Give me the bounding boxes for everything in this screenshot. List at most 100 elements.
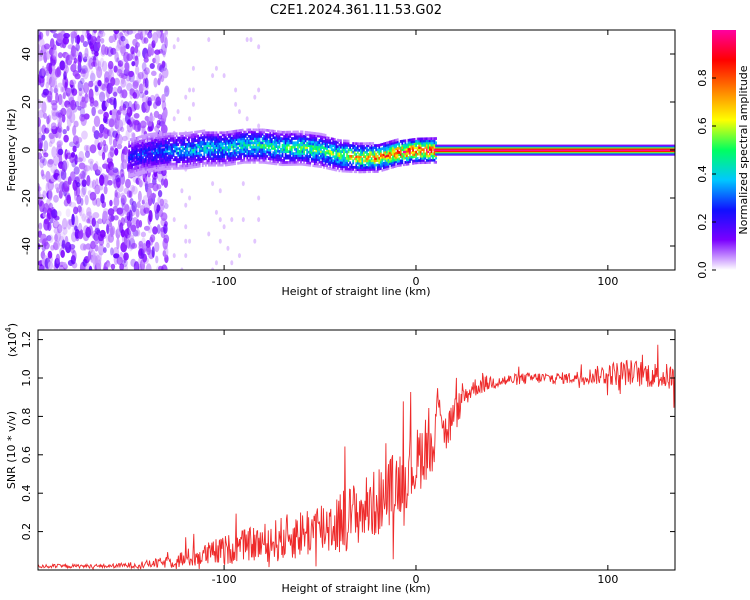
spectrogram-signal-cell: [386, 141, 388, 145]
spectrogram-signal-cell: [214, 153, 216, 156]
spectrogram-signal-cell: [181, 162, 184, 166]
spectrogram-noise-cell: [172, 217, 176, 223]
spectrogram-signal-cell: [264, 154, 267, 158]
spectrogram-signal-cell: [364, 168, 367, 171]
spectrogram-signal-cell: [258, 130, 261, 134]
spectrogram-signal-cell: [137, 164, 140, 167]
spectrogram-signal-cell: [207, 142, 210, 145]
spectrogram-signal-cell: [396, 157, 399, 161]
spectrogram-signal-cell: [252, 158, 255, 162]
spectrogram-signal-cell: [355, 159, 358, 163]
spectrogram-signal-cell: [166, 156, 169, 160]
spectrogram-signal-cell: [284, 133, 287, 136]
spectrogram-signal-cell: [286, 163, 289, 166]
spectrogram-signal-cell: [363, 163, 365, 167]
spectrogram-signal-cell: [381, 168, 384, 172]
spectrogram-signal-cell: [320, 135, 322, 138]
spectrogram-signal-cell: [137, 140, 140, 144]
spectrogram-signal-cell: [277, 158, 279, 162]
spectrogram-signal-cell: [168, 160, 170, 164]
spectrogram-signal-cell: [138, 148, 141, 152]
spectrogram-signal-cell: [392, 152, 394, 156]
spectrogram-signal-cell: [163, 141, 166, 145]
spectrogram-signal-cell: [382, 166, 385, 170]
spectrogram-signal-cell: [165, 152, 167, 156]
spectrogram-noise-cell: [63, 134, 69, 143]
spectrogram-signal-cell: [316, 134, 319, 138]
spectrogram-noise-cell: [80, 70, 86, 78]
spectrogram-signal-cell: [358, 159, 361, 163]
spectrogram-signal-cell: [393, 163, 396, 166]
spectrogram-signal-cell: [273, 151, 276, 155]
spectrogram-noise-cell: [128, 190, 133, 199]
spectrogram-signal-cell: [175, 141, 178, 144]
spectrogram-signal-cell: [129, 164, 132, 167]
spectrogram-signal-cell: [312, 138, 315, 142]
spectrogram-signal-cell: [198, 143, 201, 146]
spectrogram-noise-cell: [43, 112, 48, 119]
spectrogram-signal-cell: [369, 142, 371, 145]
spectrogram-signal-cell: [145, 164, 147, 167]
spectrogram-signal-cell: [352, 155, 355, 158]
spectrogram-signal-cell: [149, 148, 152, 151]
spectrogram-noise-cell: [65, 208, 71, 218]
spectrogram-signal-cell: [257, 143, 259, 147]
spectrogram-signal-cell: [422, 148, 425, 152]
spectrogram-signal-cell: [281, 148, 284, 151]
spectrogram-signal-cell: [212, 146, 215, 150]
spectrogram-signal-cell: [293, 152, 296, 155]
spectrogram-signal-cell: [295, 150, 298, 153]
spectrogram-signal-cell: [192, 135, 195, 139]
spectrogram-signal-cell: [224, 152, 227, 156]
spectrogram-signal-cell: [333, 168, 336, 172]
spectrogram-signal-cell: [286, 156, 289, 160]
spectrogram-signal-cell: [421, 161, 424, 165]
spectrogram-signal-cell: [183, 164, 186, 168]
spectrogram-noise-cell: [110, 247, 114, 256]
spectrogram-signal-cell: [402, 163, 405, 167]
spectrogram-noise-cell: [69, 79, 77, 86]
spectrogram-signal-cell: [247, 135, 250, 138]
spectrogram-signal-cell: [165, 163, 167, 166]
spectrogram-signal-cell: [157, 136, 160, 139]
spectrogram-signal-cell: [343, 143, 345, 147]
spectrogram-signal-cell: [154, 140, 157, 144]
spectrogram-signal-cell: [250, 135, 253, 138]
spectrogram-noise-cell: [41, 65, 45, 77]
spectrogram-signal-cell: [341, 169, 344, 173]
spectrogram-signal-cell: [183, 155, 186, 159]
spectrogram-signal-cell: [363, 168, 365, 172]
spectrogram-signal-cell: [284, 150, 287, 154]
spectrogram-noise-cell: [56, 66, 61, 77]
spectrogram-signal-cell: [137, 161, 140, 165]
spectrogram-signal-cell: [339, 158, 342, 162]
y-tick-label: 0.8: [20, 408, 33, 426]
spectrogram-noise-cell: [46, 74, 52, 85]
spectrogram-signal-cell: [399, 150, 402, 154]
spectrogram-signal-cell: [347, 144, 350, 147]
spectrogram-signal-cell: [163, 156, 166, 160]
spectrogram-signal-cell: [284, 152, 287, 156]
spectrogram-signal-cell: [258, 128, 261, 132]
spectrogram-signal-cell: [393, 141, 396, 145]
spectrogram-signal-cell: [401, 157, 404, 160]
spectrogram-noise-cell: [91, 106, 96, 117]
spectrogram-signal-cell: [140, 139, 143, 143]
spectrogram-signal-cell: [390, 148, 393, 152]
spectrogram-signal-cell: [192, 165, 195, 169]
spectrogram-signal-cell: [289, 160, 292, 164]
spectrogram-signal-cell: [335, 153, 338, 157]
spectrogram-signal-cell: [384, 157, 387, 160]
spectrogram-signal-cell: [243, 137, 246, 140]
spectrogram-signal-cell: [254, 154, 256, 158]
spectrogram-signal-cell: [171, 147, 173, 151]
spectrogram-signal-cell: [241, 146, 244, 149]
spectrogram-signal-cell: [194, 145, 196, 149]
spectrogram-signal-cell: [160, 148, 163, 152]
spectrogram-signal-cell: [203, 140, 206, 144]
spectrogram-signal-cell: [352, 165, 355, 169]
spectrogram-signal-cell: [392, 146, 394, 149]
spectrogram-signal-cell: [180, 156, 183, 159]
spectrogram-noise-cell: [79, 243, 87, 251]
spectrogram-noise-cell: [154, 241, 160, 253]
